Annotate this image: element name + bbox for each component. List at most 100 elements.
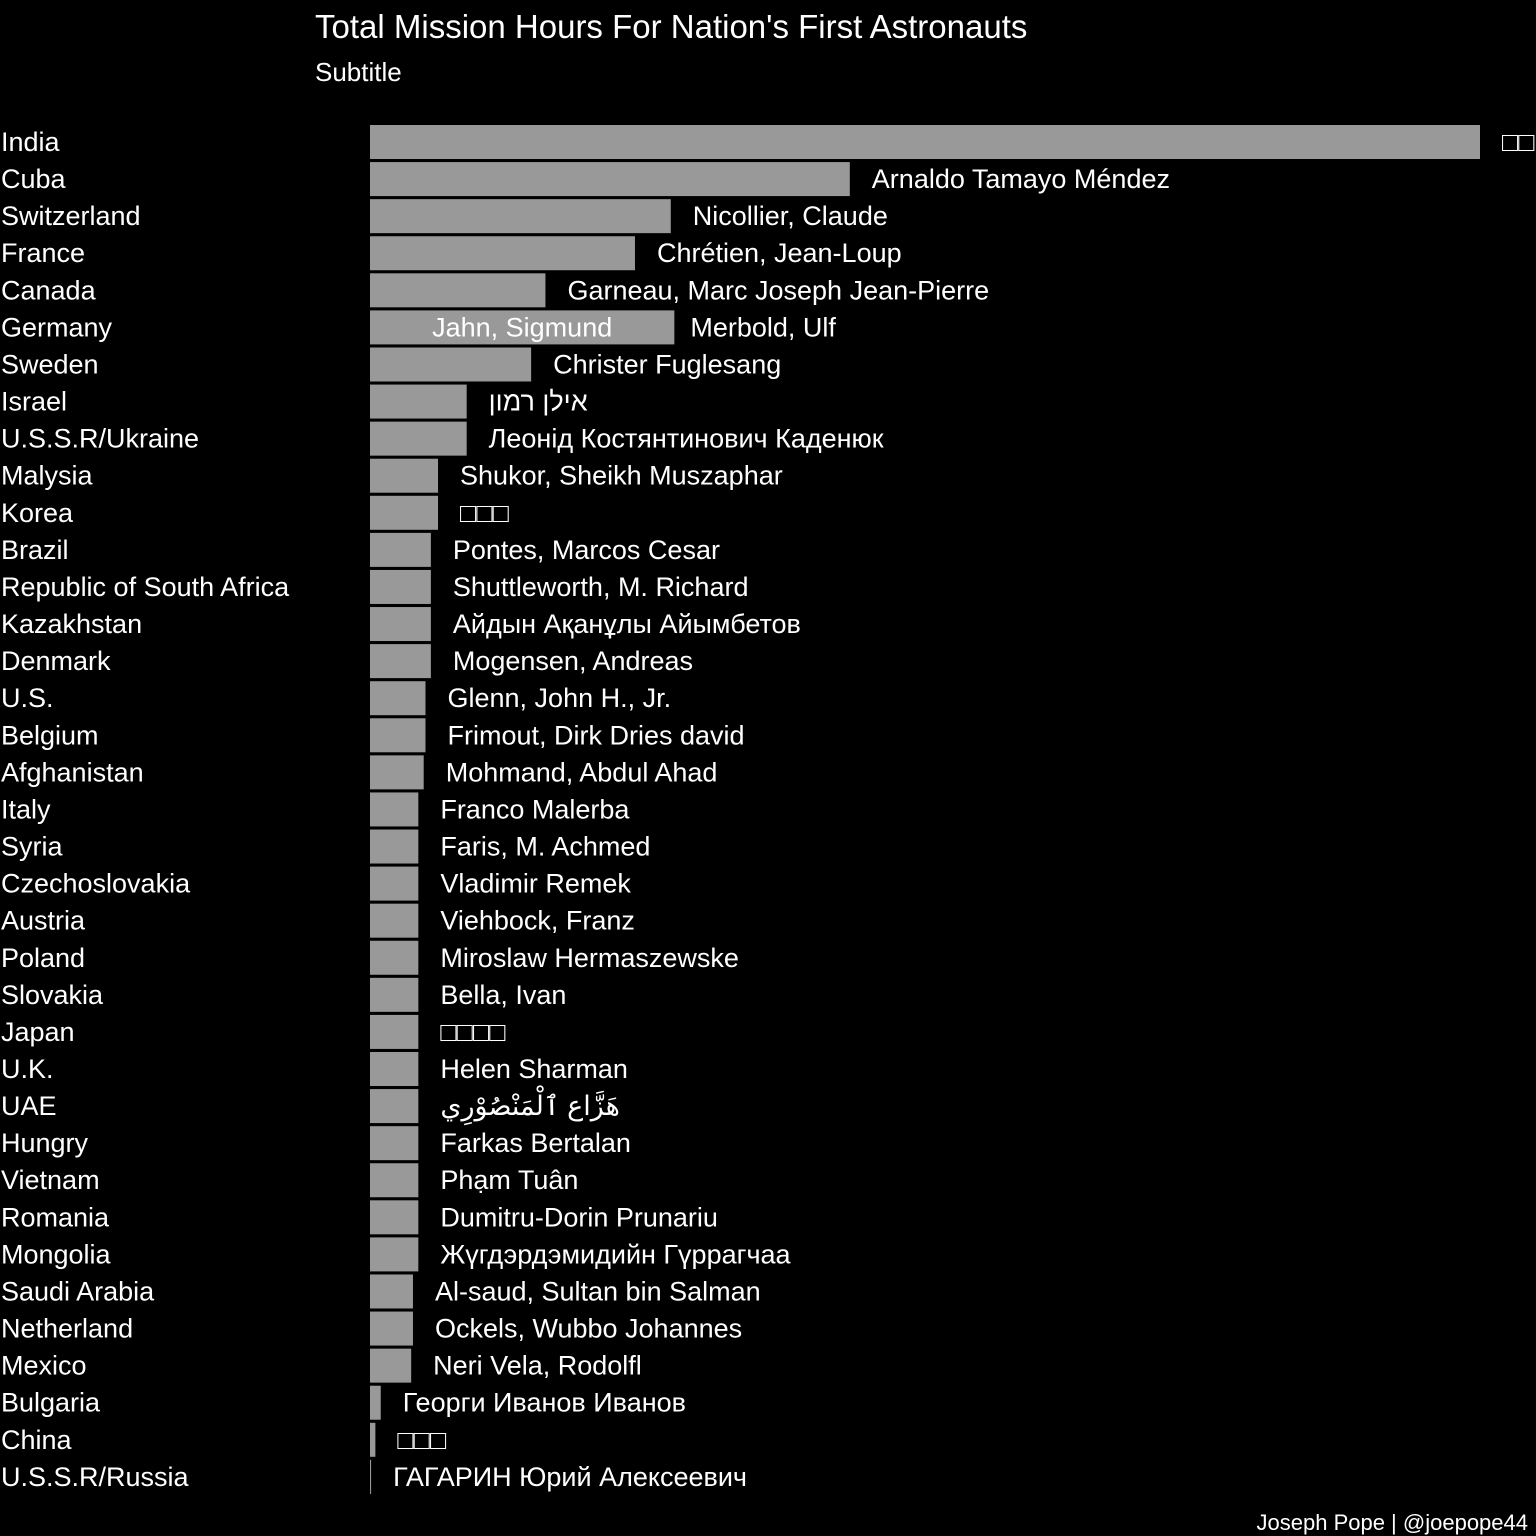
data-label: אילן רמון <box>489 387 588 417</box>
bar <box>370 569 431 604</box>
data-label: Garneau, Marc Joseph Jean-Pierre <box>567 275 989 305</box>
category-label: U.S.S.R/Russia <box>1 1462 190 1492</box>
bar <box>370 866 419 901</box>
bar <box>370 1311 413 1346</box>
data-label: □□□□ <box>440 1017 506 1047</box>
bar <box>370 421 467 456</box>
category-label: Canada <box>1 275 97 305</box>
bar <box>370 644 431 679</box>
bar <box>370 162 850 197</box>
bar <box>370 125 1480 159</box>
category-label: Kazakhstan <box>1 609 142 639</box>
category-label: Hungry <box>1 1128 89 1158</box>
chart-subtitle: Subtitle <box>315 57 402 87</box>
data-label: Frimout, Dirk Dries david <box>448 720 745 750</box>
category-label: Mongolia <box>1 1239 112 1269</box>
bar <box>370 829 419 864</box>
data-label: Neri Vela, Rodolfl <box>433 1351 642 1381</box>
bar <box>370 1237 419 1272</box>
data-label: Franco Malerba <box>440 794 630 824</box>
data-label: هَزَّاع ٱلْمَنْصُوْرِي <box>440 1086 620 1126</box>
category-label: Korea <box>1 498 74 528</box>
data-label: Phạm Tuân <box>440 1165 578 1195</box>
bar <box>370 1422 376 1457</box>
category-label: India <box>1 127 61 157</box>
data-label: Георги Иванов Иванов <box>403 1388 686 1418</box>
bar <box>370 310 675 345</box>
data-label: Shukor, Sheikh Muszaphar <box>460 461 783 491</box>
category-label: Czechoslovakia <box>1 869 191 899</box>
data-label: Dumitru-Dorin Prunariu <box>440 1202 718 1232</box>
data-label: Mohmand, Abdul Ahad <box>446 757 718 787</box>
category-label: Saudi Arabia <box>1 1276 155 1306</box>
category-label: Malysia <box>1 461 94 491</box>
bar <box>370 977 419 1012</box>
bar <box>370 792 419 827</box>
data-label: Chrétien, Jean-Loup <box>657 238 902 268</box>
category-label: Germany <box>1 312 113 342</box>
category-label: Italy <box>1 794 51 824</box>
data-label: Faris, M. Achmed <box>440 832 650 862</box>
category-label: Sweden <box>1 349 99 379</box>
bar <box>370 1014 419 1049</box>
bar <box>370 718 426 753</box>
data-label: Vladimir Remek <box>440 869 631 899</box>
bar <box>370 681 426 716</box>
category-label: Cuba <box>1 164 67 194</box>
bar <box>370 903 419 938</box>
bar <box>370 940 419 975</box>
data-label: □□□ <box>460 498 510 528</box>
category-label: Switzerland <box>1 201 141 231</box>
bar <box>370 199 671 234</box>
bar <box>370 273 546 308</box>
data-label: Farkas Bertalan <box>440 1128 631 1158</box>
data-label: Merbold, Ulf <box>690 312 836 342</box>
bar <box>370 384 467 419</box>
category-label: Denmark <box>1 646 111 676</box>
data-label: Jahn, Sigmund <box>432 312 612 342</box>
bar <box>370 1459 372 1494</box>
category-label: U.S. <box>1 683 54 713</box>
data-label: Леонід Костянтинович Каденюк <box>489 424 884 454</box>
category-label: U.S.S.R/Ukraine <box>1 424 199 454</box>
category-label: France <box>1 238 85 268</box>
category-label: UAE <box>1 1091 57 1121</box>
data-label: Жүгдэрдэмидийн Гүррагчаа <box>440 1239 791 1269</box>
bar <box>370 236 635 271</box>
data-label: Nicollier, Claude <box>693 201 888 231</box>
data-label: Ockels, Wubbo Johannes <box>435 1314 742 1344</box>
category-label: Bulgaria <box>1 1388 101 1418</box>
category-label: Afghanistan <box>1 757 144 787</box>
chart-caption: Joseph Pope | @joepope44 <box>1256 1510 1528 1535</box>
data-label: Shuttleworth, M. Richard <box>453 572 749 602</box>
data-label: Helen Sharman <box>440 1054 628 1084</box>
bar <box>370 532 431 567</box>
category-label: Israel <box>1 387 67 417</box>
category-label: Vietnam <box>1 1165 100 1195</box>
category-label: Austria <box>1 906 86 936</box>
data-label: Pontes, Marcos Cesar <box>453 535 720 565</box>
category-label: Romania <box>1 1202 110 1232</box>
bar <box>370 1385 381 1420</box>
category-label: Brazil <box>1 535 69 565</box>
data-label: Bella, Ivan <box>440 980 566 1010</box>
category-label: Poland <box>1 943 85 973</box>
bar <box>370 347 532 382</box>
data-label: Айдын Ақанұлы Айымбетов <box>453 609 801 639</box>
chart-title: Total Mission Hours For Nation's First A… <box>315 8 1028 45</box>
bar <box>370 755 424 790</box>
bar <box>370 607 431 642</box>
data-label: Christer Fuglesang <box>553 349 781 379</box>
category-label: Slovakia <box>1 980 104 1010</box>
data-label: ГАГАРИН Юрий Алексеевич <box>393 1462 747 1492</box>
category-label: Netherland <box>1 1314 133 1344</box>
bar <box>370 495 439 530</box>
data-label: Al-saud, Sultan bin Salman <box>435 1276 761 1306</box>
category-label: Belgium <box>1 720 99 750</box>
category-label: Japan <box>1 1017 75 1047</box>
bar <box>370 1274 413 1309</box>
category-label: Mexico <box>1 1351 87 1381</box>
data-label: Mogensen, Andreas <box>453 646 693 676</box>
bar <box>370 1089 419 1124</box>
